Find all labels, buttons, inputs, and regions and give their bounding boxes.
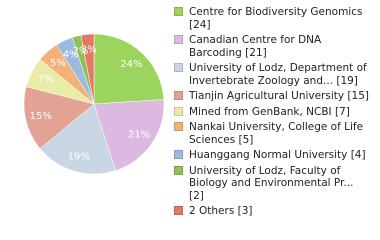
legend-swatch [174, 63, 183, 72]
legend-label: University of Lodz, Faculty of Biology a… [189, 164, 354, 202]
legend-label: Huanggang Normal University [4] [189, 149, 366, 161]
slice-label: 24% [120, 59, 142, 70]
legend-label: Canadian Centre for DNA Barcoding [21] [189, 34, 322, 59]
legend-item: Nankai University, College of Life Scien… [174, 121, 374, 146]
slice-label: 7% [37, 74, 53, 85]
pie-slice [93, 33, 165, 105]
legend-item: University of Lodz, Department of Invert… [174, 62, 374, 87]
legend-item: 2 Others [3] [174, 205, 374, 218]
slice-label: 21% [128, 130, 150, 141]
legend-swatch [174, 122, 183, 131]
legend-item: Mined from GenBank, NCBI [7] [174, 106, 374, 119]
pie-slice [39, 103, 116, 175]
slice-label: 5% [50, 58, 66, 69]
legend-item: Centre for Biodiversity Genomics [24] [174, 6, 374, 31]
legend: Centre for Biodiversity Genomics [24] Can… [174, 6, 374, 218]
slice-label: 3% [81, 45, 97, 56]
pie-slice [23, 86, 95, 149]
slice-label: 2% [72, 46, 88, 57]
legend-label: Mined from GenBank, NCBI [7] [189, 105, 350, 118]
pie-chart: 24% 21% 19% 15% 7% 5%4%2%3% [23, 33, 165, 175]
pie-slice [80, 33, 95, 105]
legend-item: Tianjin Agricultural University [15] [174, 90, 374, 103]
legend-label: Tianjin Agricultural University [15] [189, 90, 369, 102]
legend-label: Centre for Biodiversity Genomics [24] [189, 6, 363, 31]
legend-swatch [174, 106, 183, 116]
legend-swatch [174, 165, 183, 175]
legend-swatch [174, 150, 183, 159]
legend-swatch [174, 91, 183, 100]
pie-slice [93, 99, 165, 171]
slice-label: 4% [63, 50, 79, 61]
legend-item: Canadian Centre for DNA Barcoding [21] [174, 34, 374, 59]
legend-label: Nankai University, College of Life Scien… [189, 121, 364, 146]
legend-label: University of Lodz, Department of Invert… [189, 62, 367, 87]
legend-swatch [174, 35, 183, 44]
legend-swatch [174, 7, 183, 16]
legend-item: Huanggang Normal University [4] [174, 149, 374, 162]
legend-swatch [174, 206, 183, 215]
legend-item: University of Lodz, Faculty of Biology a… [174, 165, 374, 203]
legend-label: 2 Others [3] [189, 205, 253, 217]
slice-label: 19% [68, 151, 90, 162]
slice-label: 15% [30, 111, 52, 122]
